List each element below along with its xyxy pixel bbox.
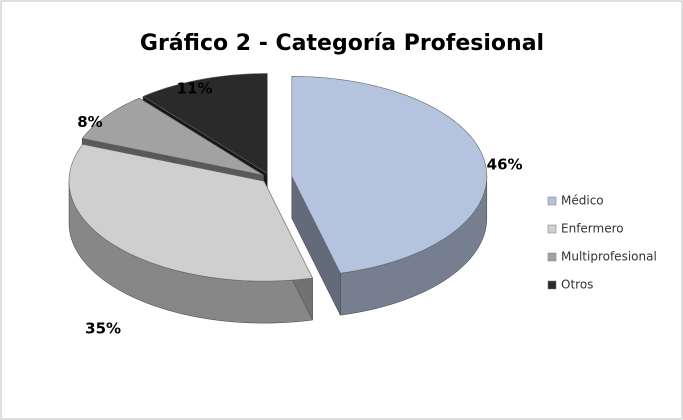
legend-swatch xyxy=(547,252,557,262)
slice xyxy=(142,73,268,175)
legend-label: Médico xyxy=(561,194,604,208)
chart-title: Gráfico 2 - Categoría Profesional xyxy=(140,31,544,56)
slice-cut-shade xyxy=(291,176,341,316)
slice xyxy=(81,97,264,176)
slice xyxy=(68,144,313,282)
slice-side-shade xyxy=(340,176,487,316)
legend-label: Otros xyxy=(561,278,593,292)
data-label: 46% xyxy=(487,156,523,174)
data-label: 11% xyxy=(177,79,213,97)
legend-swatch xyxy=(547,224,557,234)
legend-swatch xyxy=(547,280,557,290)
legend-label: Enfermero xyxy=(561,222,624,236)
slice xyxy=(291,76,488,274)
data-label: 35% xyxy=(85,319,121,337)
slice-side-shade xyxy=(68,181,313,324)
legend-swatch xyxy=(547,196,557,206)
data-label: 8% xyxy=(77,113,102,131)
legend-label: Multiprofesional xyxy=(561,250,657,264)
